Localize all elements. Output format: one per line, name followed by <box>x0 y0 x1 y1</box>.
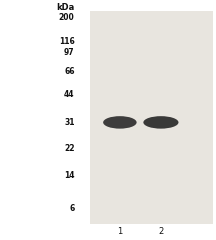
Ellipse shape <box>143 116 178 129</box>
Text: 31: 31 <box>64 118 75 127</box>
Text: 6: 6 <box>69 204 75 213</box>
Text: 22: 22 <box>64 144 75 153</box>
Text: 97: 97 <box>64 48 75 57</box>
Ellipse shape <box>103 116 137 129</box>
Text: 66: 66 <box>64 67 75 77</box>
Text: 1: 1 <box>117 227 122 236</box>
Text: 14: 14 <box>64 171 75 180</box>
Bar <box>90 11 213 224</box>
Text: kDa: kDa <box>56 3 75 12</box>
Text: 116: 116 <box>59 37 75 47</box>
Text: 200: 200 <box>59 13 75 22</box>
Text: 2: 2 <box>158 227 164 236</box>
Text: 44: 44 <box>64 90 75 99</box>
